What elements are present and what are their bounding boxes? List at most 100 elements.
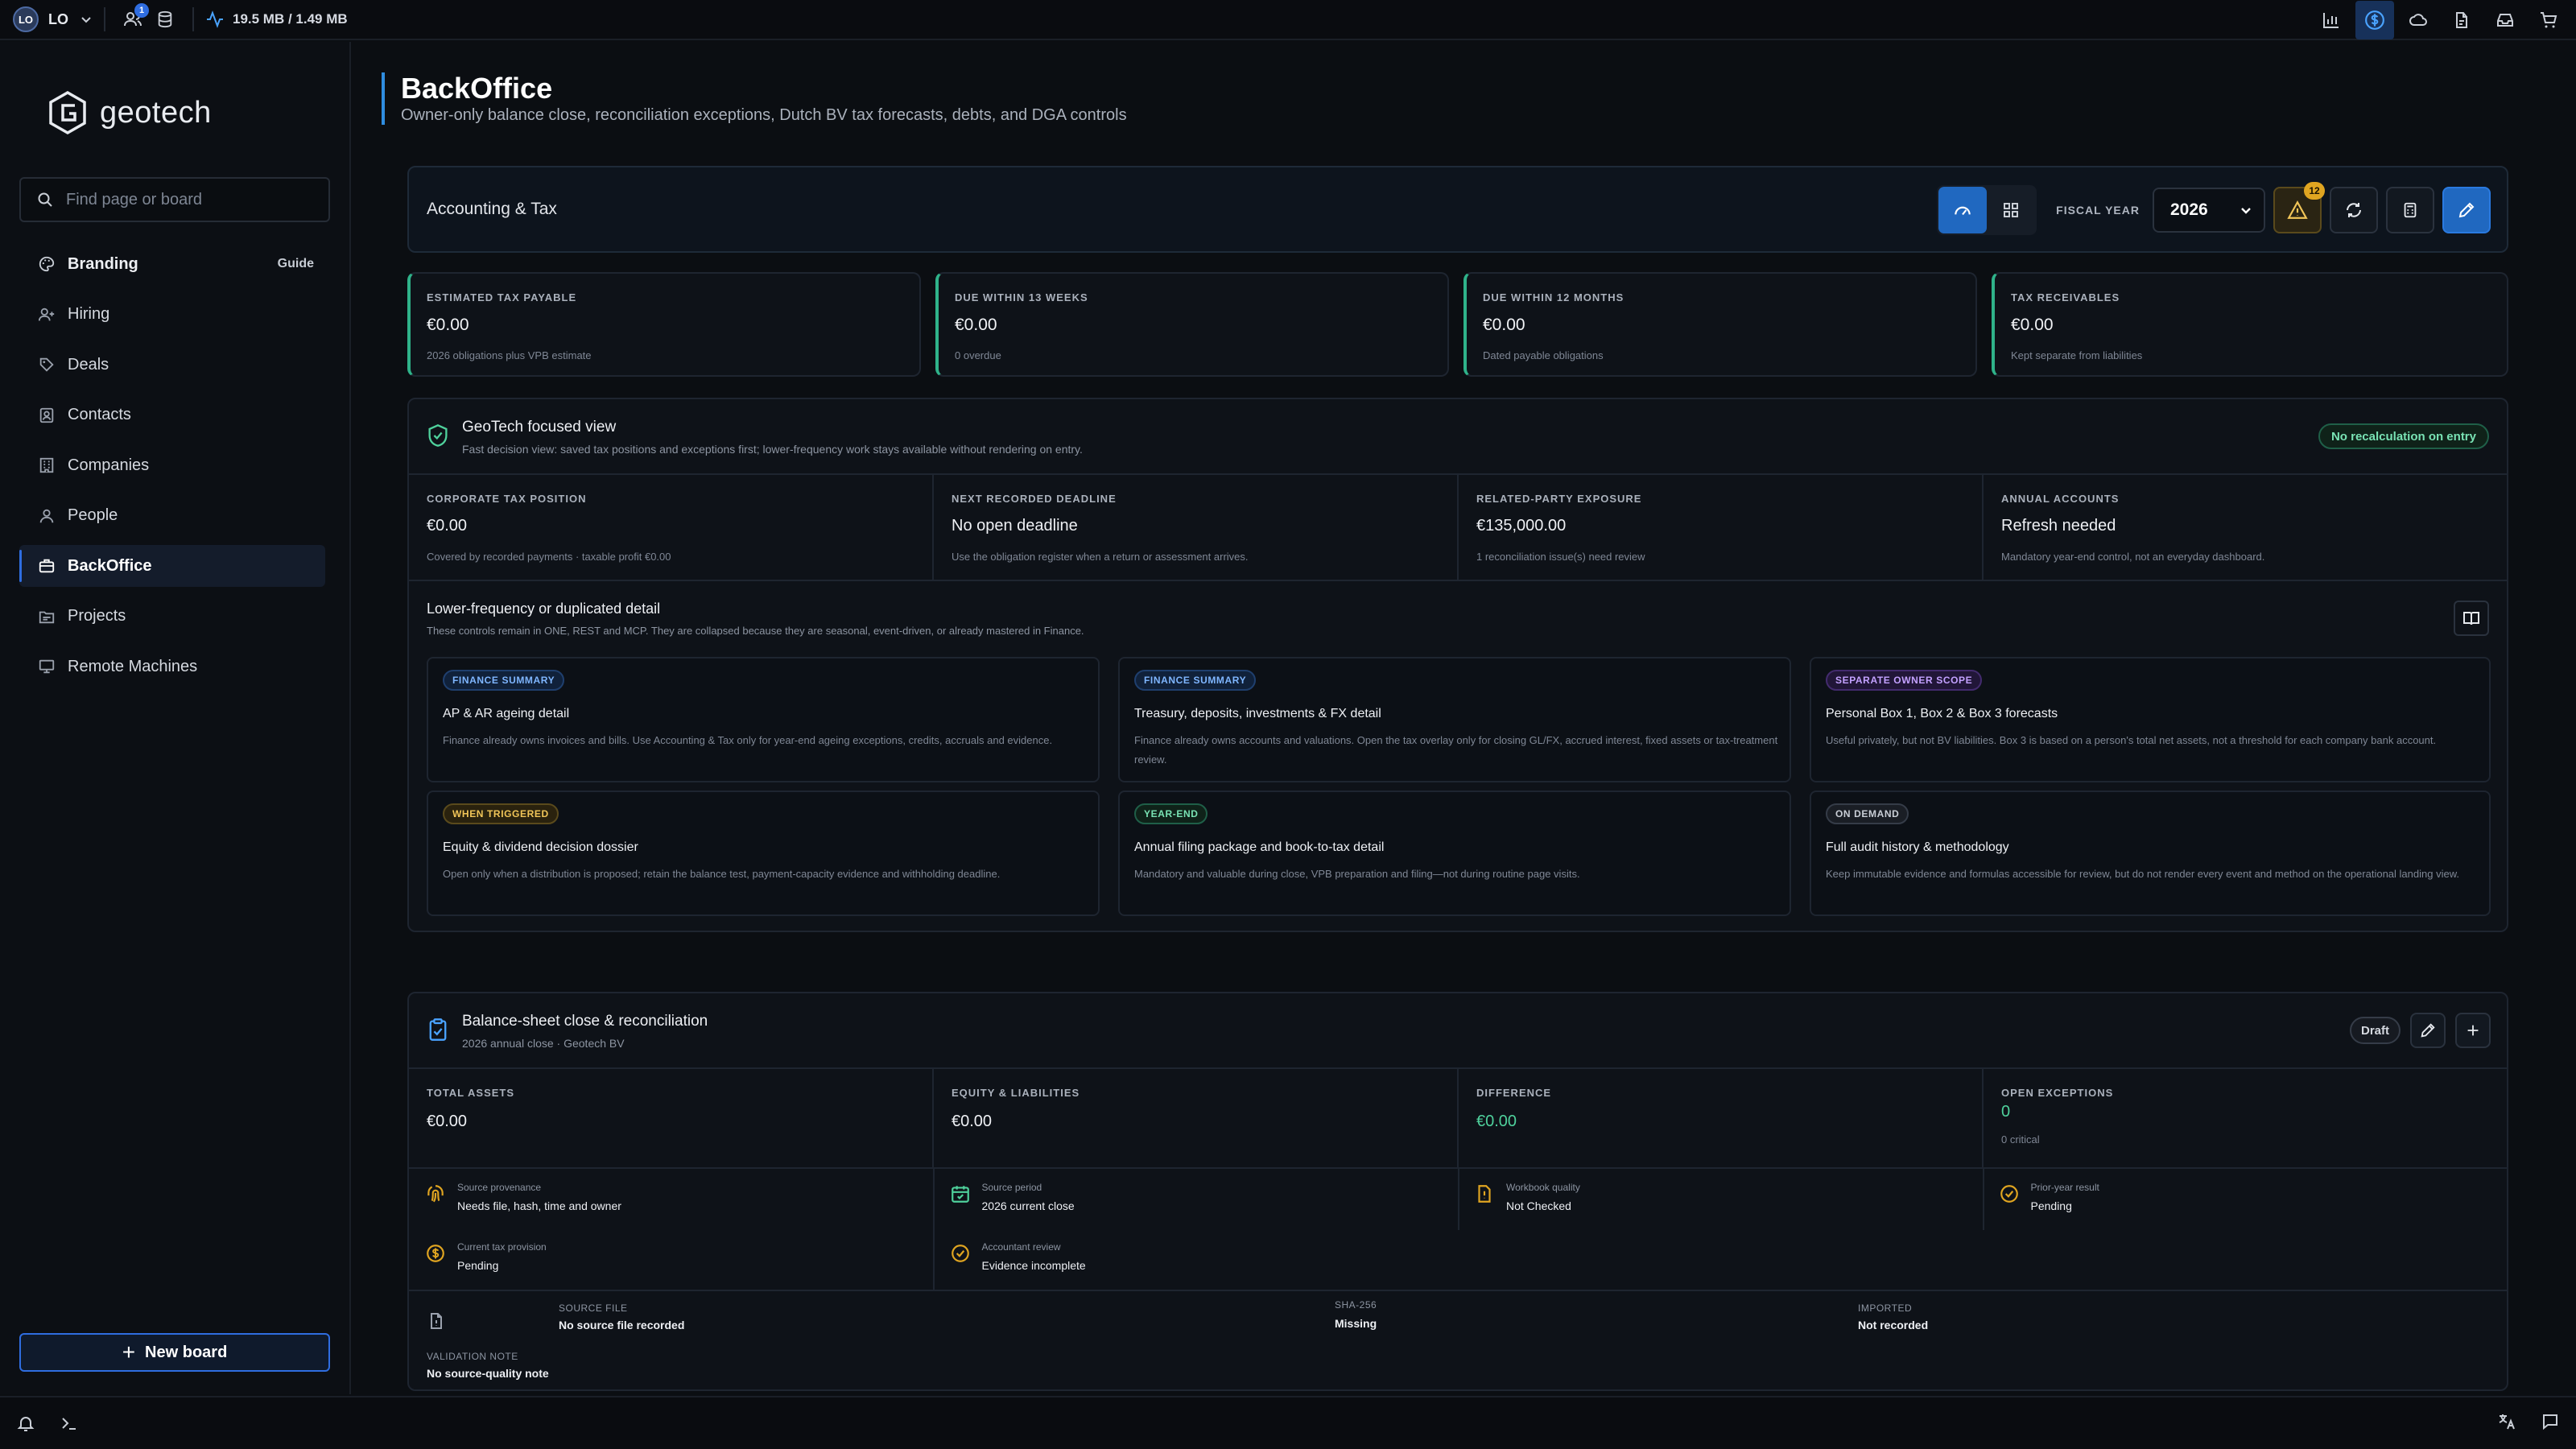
detail-card[interactable]: FINANCE SUMMARY AP & AR ageing detail Fi… xyxy=(427,657,1100,782)
sidebar-item-branding[interactable]: Branding Guide xyxy=(19,243,325,285)
detail-card[interactable]: SEPARATE OWNER SCOPE Personal Box 1, Box… xyxy=(1810,657,2491,782)
kpi-label: DUE WITHIN 12 MONTHS xyxy=(1483,291,1624,303)
detail-card[interactable]: WHEN TRIGGERED Equity & dividend decisio… xyxy=(427,791,1100,916)
no-recalc-chip: No recalculation on entry xyxy=(2318,423,2489,449)
refresh-button[interactable] xyxy=(2330,187,2378,233)
detail-card[interactable]: YEAR-END Annual filing package and book-… xyxy=(1118,791,1791,916)
equity-liabilities-cell: EQUITY & LIABILITIES €0.00 xyxy=(934,1069,1459,1167)
logo-text: geotech xyxy=(100,95,212,130)
sidebar-item-people[interactable]: People xyxy=(19,495,325,537)
translate-icon[interactable] xyxy=(2497,1412,2516,1431)
activity-icon xyxy=(205,10,225,29)
check-circle-icon xyxy=(950,1243,971,1264)
check-value: Pending xyxy=(457,1259,499,1272)
geotech-logo-icon xyxy=(47,90,89,135)
accounting-toolbar: Accounting & Tax FISCAL YEAR 2026 12 xyxy=(407,166,2508,253)
cell-value: €0.00 xyxy=(427,517,468,535)
check-label: Workbook quality xyxy=(1506,1182,1580,1193)
avatar[interactable]: LO xyxy=(13,6,39,32)
team-notifications-button[interactable]: 1 xyxy=(117,3,149,35)
source-file-value: No source file recorded xyxy=(559,1319,685,1331)
new-board-button[interactable]: + New board xyxy=(19,1333,330,1372)
monitor-icon xyxy=(37,658,56,675)
sidebar-item-companies[interactable]: Companies xyxy=(19,444,325,486)
charts-button[interactable] xyxy=(2312,1,2351,39)
kpi-card: DUE WITHIN 12 MONTHS €0.00 Dated payable… xyxy=(1463,272,1977,377)
warning-count-badge: 12 xyxy=(2304,182,2325,200)
folder-icon xyxy=(37,608,56,625)
focused-title: GeoTech focused view xyxy=(462,419,617,436)
chat-icon[interactable] xyxy=(2541,1412,2560,1431)
add-balance-button[interactable] xyxy=(2455,1013,2491,1048)
edit-button[interactable] xyxy=(2442,187,2491,233)
sidebar-item-remote-machines[interactable]: Remote Machines xyxy=(19,646,325,687)
fingerprint-icon xyxy=(425,1183,446,1204)
book-open-icon xyxy=(2462,609,2481,628)
detail-card-title: Personal Box 1, Box 2 & Box 3 forecasts xyxy=(1826,707,2058,720)
sidebar: geotech Branding Guide Hiring Deals Cont… xyxy=(0,42,351,1394)
plus-icon: + xyxy=(122,1340,136,1364)
detail-card[interactable]: FINANCE SUMMARY Treasury, deposits, inve… xyxy=(1118,657,1791,782)
grid-view-button[interactable] xyxy=(1987,187,2035,233)
open-book-button[interactable] xyxy=(2454,601,2489,636)
bell-icon[interactable] xyxy=(16,1414,35,1433)
kpi-value: €0.00 xyxy=(1483,316,1525,334)
kpi-label: ESTIMATED TAX PAYABLE xyxy=(427,291,577,303)
inbox-button[interactable] xyxy=(2486,1,2524,39)
lower-frequency-title: Lower-frequency or duplicated detail xyxy=(427,601,661,617)
detail-card-text: Mandatory and valuable during close, VPB… xyxy=(1134,868,1580,880)
focused-view-panel: GeoTech focused view Fast decision view:… xyxy=(407,398,2508,932)
documents-button[interactable] xyxy=(2442,1,2481,39)
fiscal-year-select[interactable]: 2026 xyxy=(2153,188,2265,233)
user-name[interactable]: LO xyxy=(48,10,68,27)
guide-link[interactable]: Guide xyxy=(277,257,314,270)
page-title: BackOffice xyxy=(401,72,553,105)
sidebar-item-contacts[interactable]: Contacts xyxy=(19,394,325,436)
file-icon xyxy=(427,1311,446,1331)
lower-frequency-subtitle: These controls remain in ONE, REST and M… xyxy=(427,625,1084,637)
check-prior-year: Prior-year result Pending xyxy=(1983,1174,2508,1233)
contact-card-icon xyxy=(37,407,56,424)
cell-label: EQUITY & LIABILITIES xyxy=(952,1087,1080,1099)
sidebar-item-deals[interactable]: Deals xyxy=(19,344,325,386)
check-label: Current tax provision xyxy=(457,1241,547,1253)
warnings-button[interactable]: 12 xyxy=(2273,182,2325,233)
cell-value: €135,000.00 xyxy=(1476,517,1567,535)
detail-card-text: Finance already owns accounts and valuat… xyxy=(1134,734,1778,766)
toolbar-title: Accounting & Tax xyxy=(427,200,557,218)
people-icon xyxy=(37,507,56,525)
sidebar-item-label: Deals xyxy=(68,355,109,374)
sidebar-item-label: People xyxy=(68,506,118,524)
file-edit-icon xyxy=(2452,10,2471,30)
check-current-tax: Current tax provision Pending xyxy=(409,1233,934,1293)
cloud-icon xyxy=(2409,10,2428,30)
edit-balance-button[interactable] xyxy=(2410,1013,2446,1048)
balance-sheet-panel: Balance-sheet close & reconciliation 202… xyxy=(407,992,2508,1391)
file-alert-icon xyxy=(1474,1183,1495,1204)
detail-card-text: Keep immutable evidence and formulas acc… xyxy=(1826,868,2459,880)
calculator-button[interactable] xyxy=(2386,187,2434,233)
tag-badge: FINANCE SUMMARY xyxy=(443,670,565,691)
dashboard-view-button[interactable] xyxy=(1938,187,1988,233)
kpi-card: DUE WITHIN 13 WEEKS €0.00 0 overdue xyxy=(935,272,1449,377)
sidebar-item-backoffice[interactable]: BackOffice xyxy=(19,545,325,587)
chevron-down-icon[interactable] xyxy=(80,13,93,26)
finance-button[interactable] xyxy=(2355,1,2394,39)
cell-sub: 1 reconciliation issue(s) need review xyxy=(1476,551,1645,563)
focused-subtitle: Fast decision view: saved tax positions … xyxy=(462,443,1083,456)
search-input[interactable] xyxy=(66,190,308,209)
detail-card[interactable]: ON DEMAND Full audit history & methodolo… xyxy=(1810,791,2491,916)
kpi-label: DUE WITHIN 13 WEEKS xyxy=(955,291,1088,303)
terminal-icon[interactable] xyxy=(60,1414,79,1433)
cloud-button[interactable] xyxy=(2399,1,2438,39)
search-box[interactable] xyxy=(19,177,330,222)
sidebar-item-hiring[interactable]: Hiring xyxy=(19,294,325,336)
logo[interactable]: geotech xyxy=(47,90,212,135)
detail-card-title: Full audit history & methodology xyxy=(1826,840,2009,854)
sidebar-item-label: Remote Machines xyxy=(68,657,198,675)
sidebar-item-projects[interactable]: Projects xyxy=(19,596,325,638)
database-button[interactable] xyxy=(149,3,181,35)
briefcase-icon xyxy=(37,557,56,575)
cart-button[interactable] xyxy=(2529,1,2568,39)
calculator-icon xyxy=(2401,201,2419,219)
